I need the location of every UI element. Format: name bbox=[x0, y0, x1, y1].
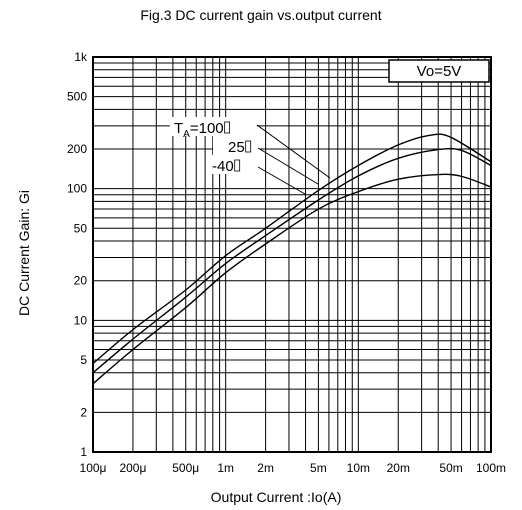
plot-frame bbox=[92, 56, 492, 453]
grid bbox=[92, 56, 492, 453]
y-tick-label: 1k bbox=[74, 50, 88, 64]
x-tick-label: 50m bbox=[439, 461, 462, 475]
series-line-2 bbox=[92, 173, 492, 385]
x-tick-label: 5m bbox=[310, 461, 327, 475]
x-axis-label: Output Current :Io(A) bbox=[210, 489, 342, 505]
y-tick-label: 5 bbox=[80, 353, 87, 367]
series-leader-line bbox=[257, 147, 319, 185]
x-tick-label: 100m bbox=[476, 461, 506, 475]
series-label: TA=100 bbox=[174, 120, 224, 140]
series-line-0 bbox=[92, 133, 492, 365]
x-tick-label: 2m bbox=[257, 461, 274, 475]
y-tick-label: 10 bbox=[74, 313, 88, 327]
y-tick-label: 200 bbox=[67, 142, 87, 156]
condition-box bbox=[388, 59, 490, 83]
condition-label: Vo=5V bbox=[417, 63, 462, 80]
series-leader-line bbox=[256, 124, 331, 179]
x-tick-label: 1m bbox=[217, 461, 234, 475]
series-label-bg bbox=[209, 155, 259, 174]
series-line-1 bbox=[92, 147, 492, 374]
x-tick-label: 10m bbox=[347, 461, 370, 475]
tick-labels: 100μ 200μ 500μ 1m 2m 5m 10m 20m 50m 100m 1k 500 200 1… bbox=[67, 50, 506, 475]
y-tick-label: 500 bbox=[67, 90, 87, 104]
y-tick-label: 20 bbox=[74, 274, 88, 288]
y-tick-label: 2 bbox=[80, 405, 87, 419]
series-leader-line bbox=[257, 166, 306, 195]
series-lines bbox=[92, 133, 492, 385]
x-tick-label: 20m bbox=[387, 461, 410, 475]
y-tick-label: 100 bbox=[67, 182, 87, 196]
unit-symbol-box bbox=[224, 121, 231, 134]
series-label-bg bbox=[170, 117, 257, 136]
x-tick-label: 100μ bbox=[80, 461, 107, 475]
y-tick-label: 50 bbox=[74, 221, 88, 235]
series-label: -40 bbox=[212, 158, 234, 175]
x-tick-label: 500μ bbox=[172, 461, 199, 475]
series-label: 25 bbox=[228, 139, 245, 156]
y-tick-label: 1 bbox=[80, 445, 87, 459]
unit-symbol-box bbox=[245, 140, 252, 153]
unit-symbol-box bbox=[234, 159, 241, 172]
chart-title: Fig.3 DC current gain vs.output current bbox=[140, 7, 382, 23]
x-tick-label: 200μ bbox=[119, 461, 146, 475]
